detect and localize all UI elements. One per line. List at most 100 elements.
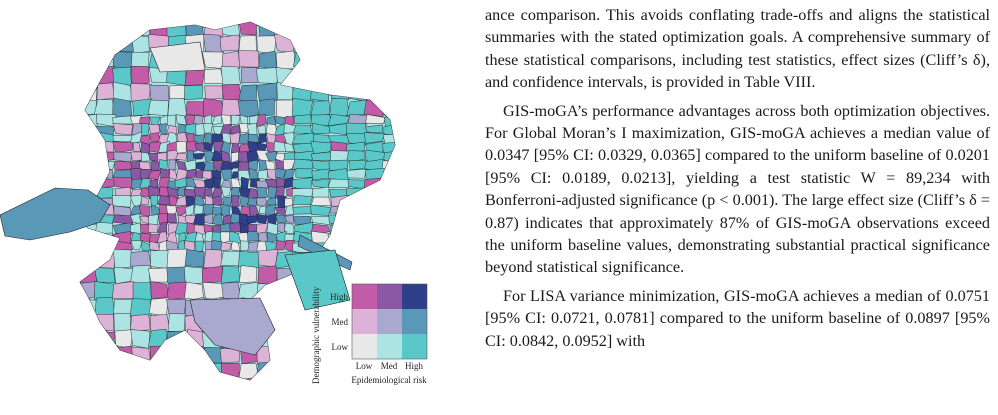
tract (381, 141, 395, 154)
tract (185, 141, 198, 154)
tract (231, 195, 240, 209)
tract (275, 215, 287, 224)
tract (130, 240, 143, 251)
tract (256, 186, 268, 199)
tract (220, 66, 241, 85)
tract (284, 214, 294, 224)
tract (283, 123, 297, 135)
tract (247, 215, 261, 224)
tract (257, 125, 267, 136)
tract (365, 114, 386, 124)
tract (365, 124, 383, 134)
tract (364, 132, 386, 144)
tract (150, 194, 159, 209)
tract (310, 204, 332, 216)
tract (95, 221, 113, 235)
tract (221, 150, 231, 163)
tract (258, 133, 268, 144)
paragraph-2: GIS-moGA’s performance advantages across… (485, 101, 990, 277)
tract (175, 152, 187, 161)
tract (148, 141, 161, 154)
tract (220, 160, 234, 172)
tract (194, 231, 205, 244)
tract (219, 34, 240, 52)
tract (255, 141, 268, 152)
tract (275, 240, 287, 251)
tract (148, 267, 170, 283)
tract (130, 66, 150, 87)
legend-cell (352, 309, 377, 334)
tract (347, 113, 368, 126)
tract (167, 213, 177, 223)
tract (382, 133, 395, 144)
tract (239, 194, 251, 208)
tract (192, 153, 206, 160)
tract (203, 123, 213, 134)
tract (211, 170, 222, 180)
tract (248, 159, 259, 171)
legend-grid (351, 283, 428, 360)
tract (202, 142, 214, 152)
southern-tract (189, 297, 276, 356)
legend-x-axis-label: Epidemiological risk (351, 375, 427, 385)
tract (220, 242, 232, 252)
tract (203, 213, 214, 225)
tract (265, 197, 277, 207)
tract (346, 99, 368, 116)
tract (184, 123, 197, 136)
tract (175, 114, 187, 126)
tract (147, 170, 162, 181)
tract (176, 141, 187, 154)
tract (256, 213, 268, 224)
tract (283, 159, 296, 172)
legend-y-level-high: High (330, 292, 349, 302)
tract (327, 178, 350, 189)
legend-y-axis-label: Demographic vulnerability (311, 286, 321, 384)
tract (184, 204, 195, 217)
tract (157, 213, 168, 225)
tract (259, 98, 275, 117)
tract (140, 195, 149, 205)
legend-cell (402, 309, 427, 334)
tract (284, 197, 294, 207)
legend-cell (352, 334, 377, 359)
tract (195, 169, 205, 179)
choropleth-map (0, 21, 396, 381)
tract (113, 176, 133, 190)
tract (248, 167, 260, 180)
tract (174, 176, 188, 188)
tract (266, 231, 278, 244)
bivariate-choropleth-figure: Demographic vulnerability High Med Low L… (0, 0, 470, 415)
tract (112, 215, 134, 225)
tract (238, 50, 260, 68)
legend-x-level-high: High (405, 361, 424, 371)
tract (175, 205, 189, 217)
tract (130, 329, 150, 349)
tract (112, 123, 134, 135)
tract (275, 168, 287, 179)
tract (204, 85, 224, 100)
tract (211, 115, 222, 126)
tract (148, 123, 161, 136)
legend-cell (377, 309, 402, 334)
tract (149, 179, 159, 188)
legend-cell (402, 284, 427, 309)
tract (346, 168, 367, 179)
tract (168, 159, 177, 171)
legend-y-level-low: Low (332, 342, 349, 352)
legend-frame (351, 283, 428, 360)
legend-cell (377, 284, 402, 309)
tract (256, 114, 267, 127)
tract (239, 265, 257, 283)
tract (94, 267, 116, 284)
legend-x-level-med: Med (381, 361, 398, 371)
tract (277, 195, 287, 209)
legend-x-level-low: Low (356, 361, 373, 371)
legend-cell (402, 334, 427, 359)
paragraph-1: ance comparison. This avoids conflating … (485, 6, 990, 92)
tract (212, 160, 224, 171)
tract (230, 240, 241, 251)
tract (211, 150, 224, 161)
tract (141, 152, 151, 162)
tract (328, 159, 349, 171)
